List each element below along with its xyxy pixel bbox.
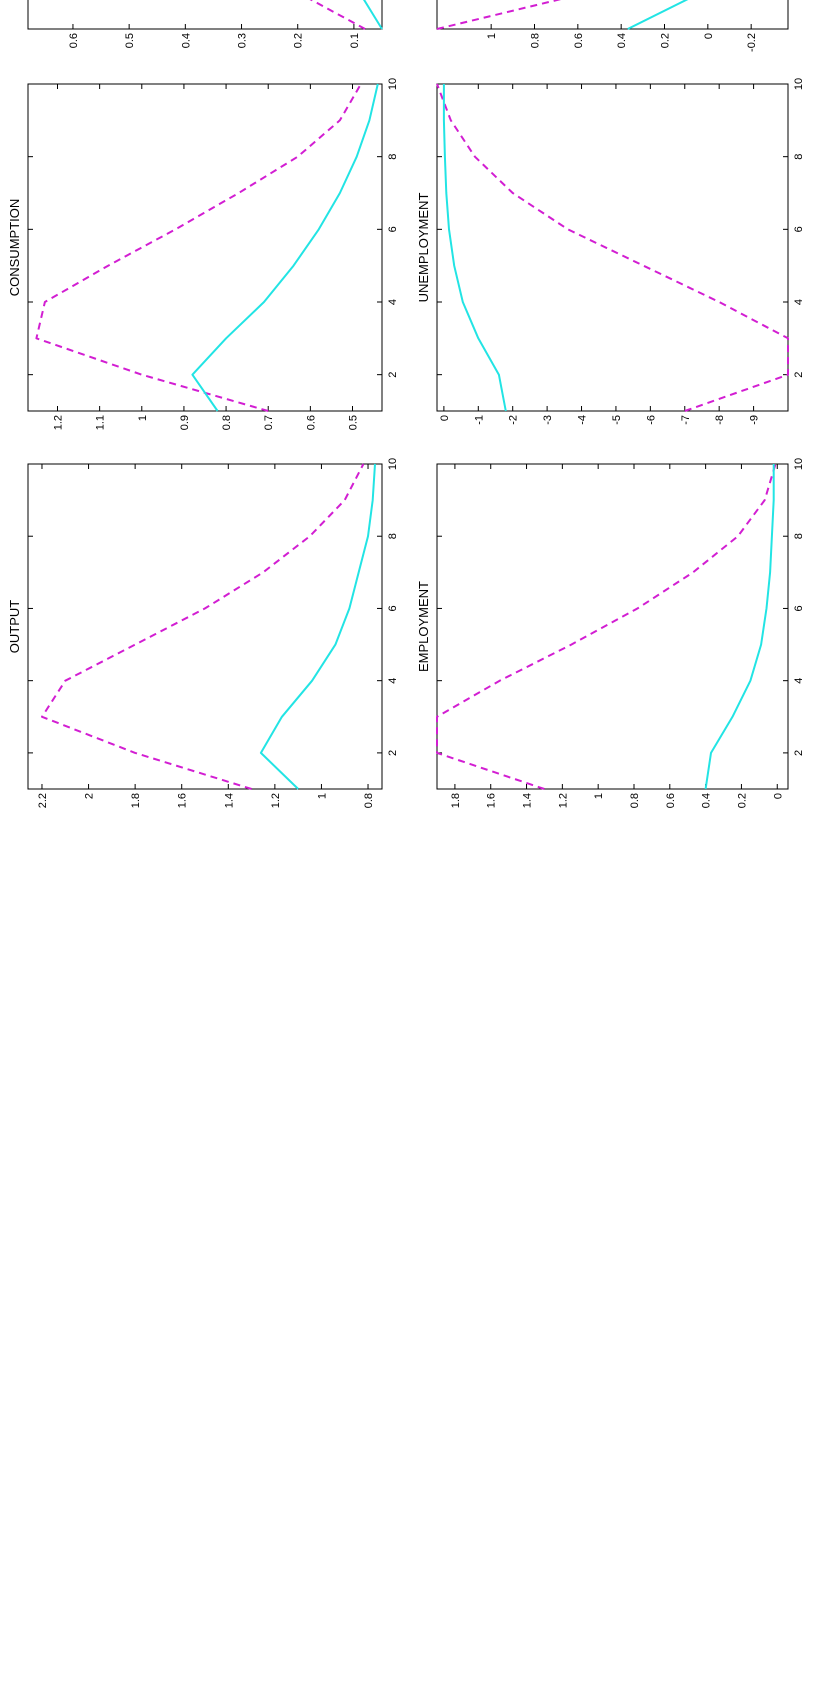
plot-frame xyxy=(436,0,789,30)
y-tick-label: 0.4 xyxy=(180,33,192,48)
y-tick-label: -0.2 xyxy=(746,33,758,52)
y-tick-label: -9 xyxy=(749,415,761,425)
series-line-nc xyxy=(442,84,507,412)
y-tick-label: 0.8 xyxy=(363,793,375,808)
y-tick-label: 0.6 xyxy=(305,415,317,430)
y-tick-label: 0.8 xyxy=(530,33,542,48)
y-tick-label: 1.2 xyxy=(270,793,282,808)
x-tick-label: 6 xyxy=(387,605,399,611)
x-tick-label: 10 xyxy=(793,78,805,90)
y-tick-label: 0.6 xyxy=(573,33,585,48)
series-line-nc xyxy=(191,83,379,412)
y-tick-label: 1 xyxy=(316,793,328,799)
chart-capital: CAPITAL2468100.10.20.30.40.50.6 xyxy=(27,0,383,48)
y-tick-label: 0.2 xyxy=(736,793,748,808)
x-tick-label: 8 xyxy=(387,154,399,160)
x-tick-label: 2 xyxy=(387,750,399,756)
y-tick-label: 1.2 xyxy=(557,793,569,808)
chart-title: OUTPUT xyxy=(7,600,22,654)
y-tick-label: 1.4 xyxy=(522,793,534,808)
x-tick-label: 8 xyxy=(387,533,399,539)
y-tick-label: 0.9 xyxy=(179,415,191,430)
y-tick-label: 0 xyxy=(439,415,451,421)
series-line-nc xyxy=(259,463,376,790)
plot-frame xyxy=(436,83,789,412)
x-tick-label: 6 xyxy=(793,226,805,232)
y-tick-label: 1.2 xyxy=(53,415,65,430)
y-tick-label: 0.6 xyxy=(68,33,80,48)
y-tick-label: -7 xyxy=(680,415,692,425)
plot-frame xyxy=(27,0,383,30)
x-tick-label: 10 xyxy=(387,458,399,470)
series-line-nc xyxy=(704,464,775,790)
y-tick-label: 1 xyxy=(593,793,605,799)
y-tick-label: 0.4 xyxy=(616,33,628,48)
plot-frame xyxy=(27,83,383,412)
y-tick-label: 0 xyxy=(772,793,784,799)
chart-output: OUTPUT 2 4 6 8 10 0.8 1 1.2 1.4 1.6 1.8 2 2.2 xyxy=(7,458,399,808)
x-tick-label: 4 xyxy=(387,299,399,305)
y-tick-label: 2.2 xyxy=(37,793,49,808)
figure-stage: OUTPUT 2 4 6 8 10 0.8 1 1.2 1.4 1.6 1.8 2 2.2 CONSUMPT… xyxy=(0,0,819,819)
x-tick-label: 8 xyxy=(793,154,805,160)
y-tick-label: 0.4 xyxy=(701,793,713,808)
y-tick-label: -4 xyxy=(577,415,589,425)
y-tick-label: -3 xyxy=(542,415,554,425)
x-tick-label: 4 xyxy=(387,678,399,684)
y-tick-label: 0.1 xyxy=(349,33,361,48)
y-tick-label: 1.1 xyxy=(95,415,107,430)
plot-frame xyxy=(436,463,789,790)
y-tick-label: 0.8 xyxy=(629,793,641,808)
plot-frame xyxy=(27,463,383,790)
y-tick-label: 2 xyxy=(84,793,96,799)
y-tick-label: -5 xyxy=(611,415,623,425)
y-tick-label: 0 xyxy=(703,33,715,39)
chart-employment: EMPLOYMENT 2 4 6 8 10 0 0.2 0.4 0.6 0.8 1 1.2 1.4 1.6 1… xyxy=(416,458,805,808)
chart-hiring-rate: HIRING RATE246810-0.200.20.40.60.81 xyxy=(436,0,789,52)
chart-title: UNEMPLOYMENT xyxy=(416,193,431,303)
y-tick-label: 1.4 xyxy=(223,793,235,808)
series-line-nk xyxy=(436,463,777,790)
x-tick-label: 6 xyxy=(793,605,805,611)
x-tick-label: 6 xyxy=(387,226,399,232)
chart-consumption: CONSUMPTION 2 4 6 8 10 0.5 0.6 0.7 0.8 0.9 1 1.1 1.2 xyxy=(7,78,399,430)
x-tick-label: 10 xyxy=(793,458,805,470)
y-tick-label: 1.8 xyxy=(450,793,462,808)
x-tick-label: 8 xyxy=(793,533,805,539)
x-tick-label: 10 xyxy=(387,78,399,90)
y-tick-label: 0.2 xyxy=(660,33,672,48)
x-tick-label: 4 xyxy=(793,299,805,305)
series-line-nk xyxy=(436,83,789,412)
y-tick-label: 0.6 xyxy=(665,793,677,808)
y-tick-label: 1 xyxy=(137,415,149,421)
x-tick-label: 2 xyxy=(387,372,399,378)
y-tick-label: -6 xyxy=(645,415,657,425)
y-tick-label: 0.5 xyxy=(124,33,136,48)
x-tick-label: 2 xyxy=(793,372,805,378)
y-tick-label: 1 xyxy=(486,33,498,39)
y-tick-label: 0.7 xyxy=(263,415,275,430)
series-line-nk xyxy=(41,463,365,790)
y-tick-label: 1.6 xyxy=(486,793,498,808)
x-tick-label: 2 xyxy=(793,750,805,756)
y-tick-label: 0.3 xyxy=(237,33,249,48)
y-tick-label: -8 xyxy=(714,415,726,425)
y-tick-label: 1.6 xyxy=(177,793,189,808)
y-tick-label: 0.8 xyxy=(221,415,233,430)
y-tick-label: 0.2 xyxy=(293,33,305,48)
chart-unemployment: UNEMPLOYMENT 2 4 6 8 10 0 -1 -2 -3 -4 -5 -6 -7 -8 -9 xyxy=(416,78,805,425)
chart-title: EMPLOYMENT xyxy=(416,581,431,672)
y-tick-label: 0.5 xyxy=(348,415,360,430)
y-tick-label: -2 xyxy=(508,415,520,425)
y-tick-label: 1.8 xyxy=(130,793,142,808)
figure-svg: OUTPUT2468100.811.21.41.61.822.2CONSUMPT… xyxy=(7,0,805,808)
x-tick-label: 4 xyxy=(793,678,805,684)
y-tick-label: -1 xyxy=(473,415,485,425)
chart-title: CONSUMPTION xyxy=(7,199,22,297)
